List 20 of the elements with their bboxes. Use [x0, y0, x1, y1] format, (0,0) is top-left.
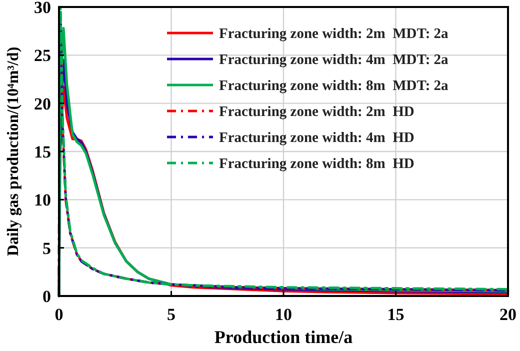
- y-tick-label: 25: [34, 46, 51, 66]
- x-axis-title: Production time/a: [214, 327, 353, 347]
- legend-label: Fracturing zone width: 2m HD: [219, 104, 414, 120]
- y-tick-label: 20: [34, 94, 51, 114]
- y-tick-label: 0: [42, 286, 51, 306]
- y-tick-label: 5: [42, 238, 51, 258]
- y-axis-title: Daily gas production/(10⁴m³/d): [5, 46, 22, 256]
- y-tick-label: 10: [34, 190, 51, 210]
- x-tick-label: 15: [387, 305, 404, 324]
- y-tick-label: 15: [34, 142, 51, 162]
- legend-label: Fracturing zone width: 4m HD: [219, 130, 414, 146]
- legend-label: Fracturing zone width: 2m MDT: 2a: [219, 26, 450, 42]
- x-tick-label: 5: [167, 305, 176, 324]
- y-tick-label: 30: [34, 0, 51, 17]
- legend-label: Fracturing zone width: 8m HD: [219, 156, 414, 172]
- x-tick-label: 20: [500, 305, 516, 324]
- legend-label: Fracturing zone width: 8m MDT: 2a: [219, 78, 450, 94]
- x-tick-label: 10: [275, 305, 292, 324]
- x-tick-label: 0: [54, 305, 64, 324]
- legend-label: Fracturing zone width: 4m MDT: 2a: [219, 52, 450, 68]
